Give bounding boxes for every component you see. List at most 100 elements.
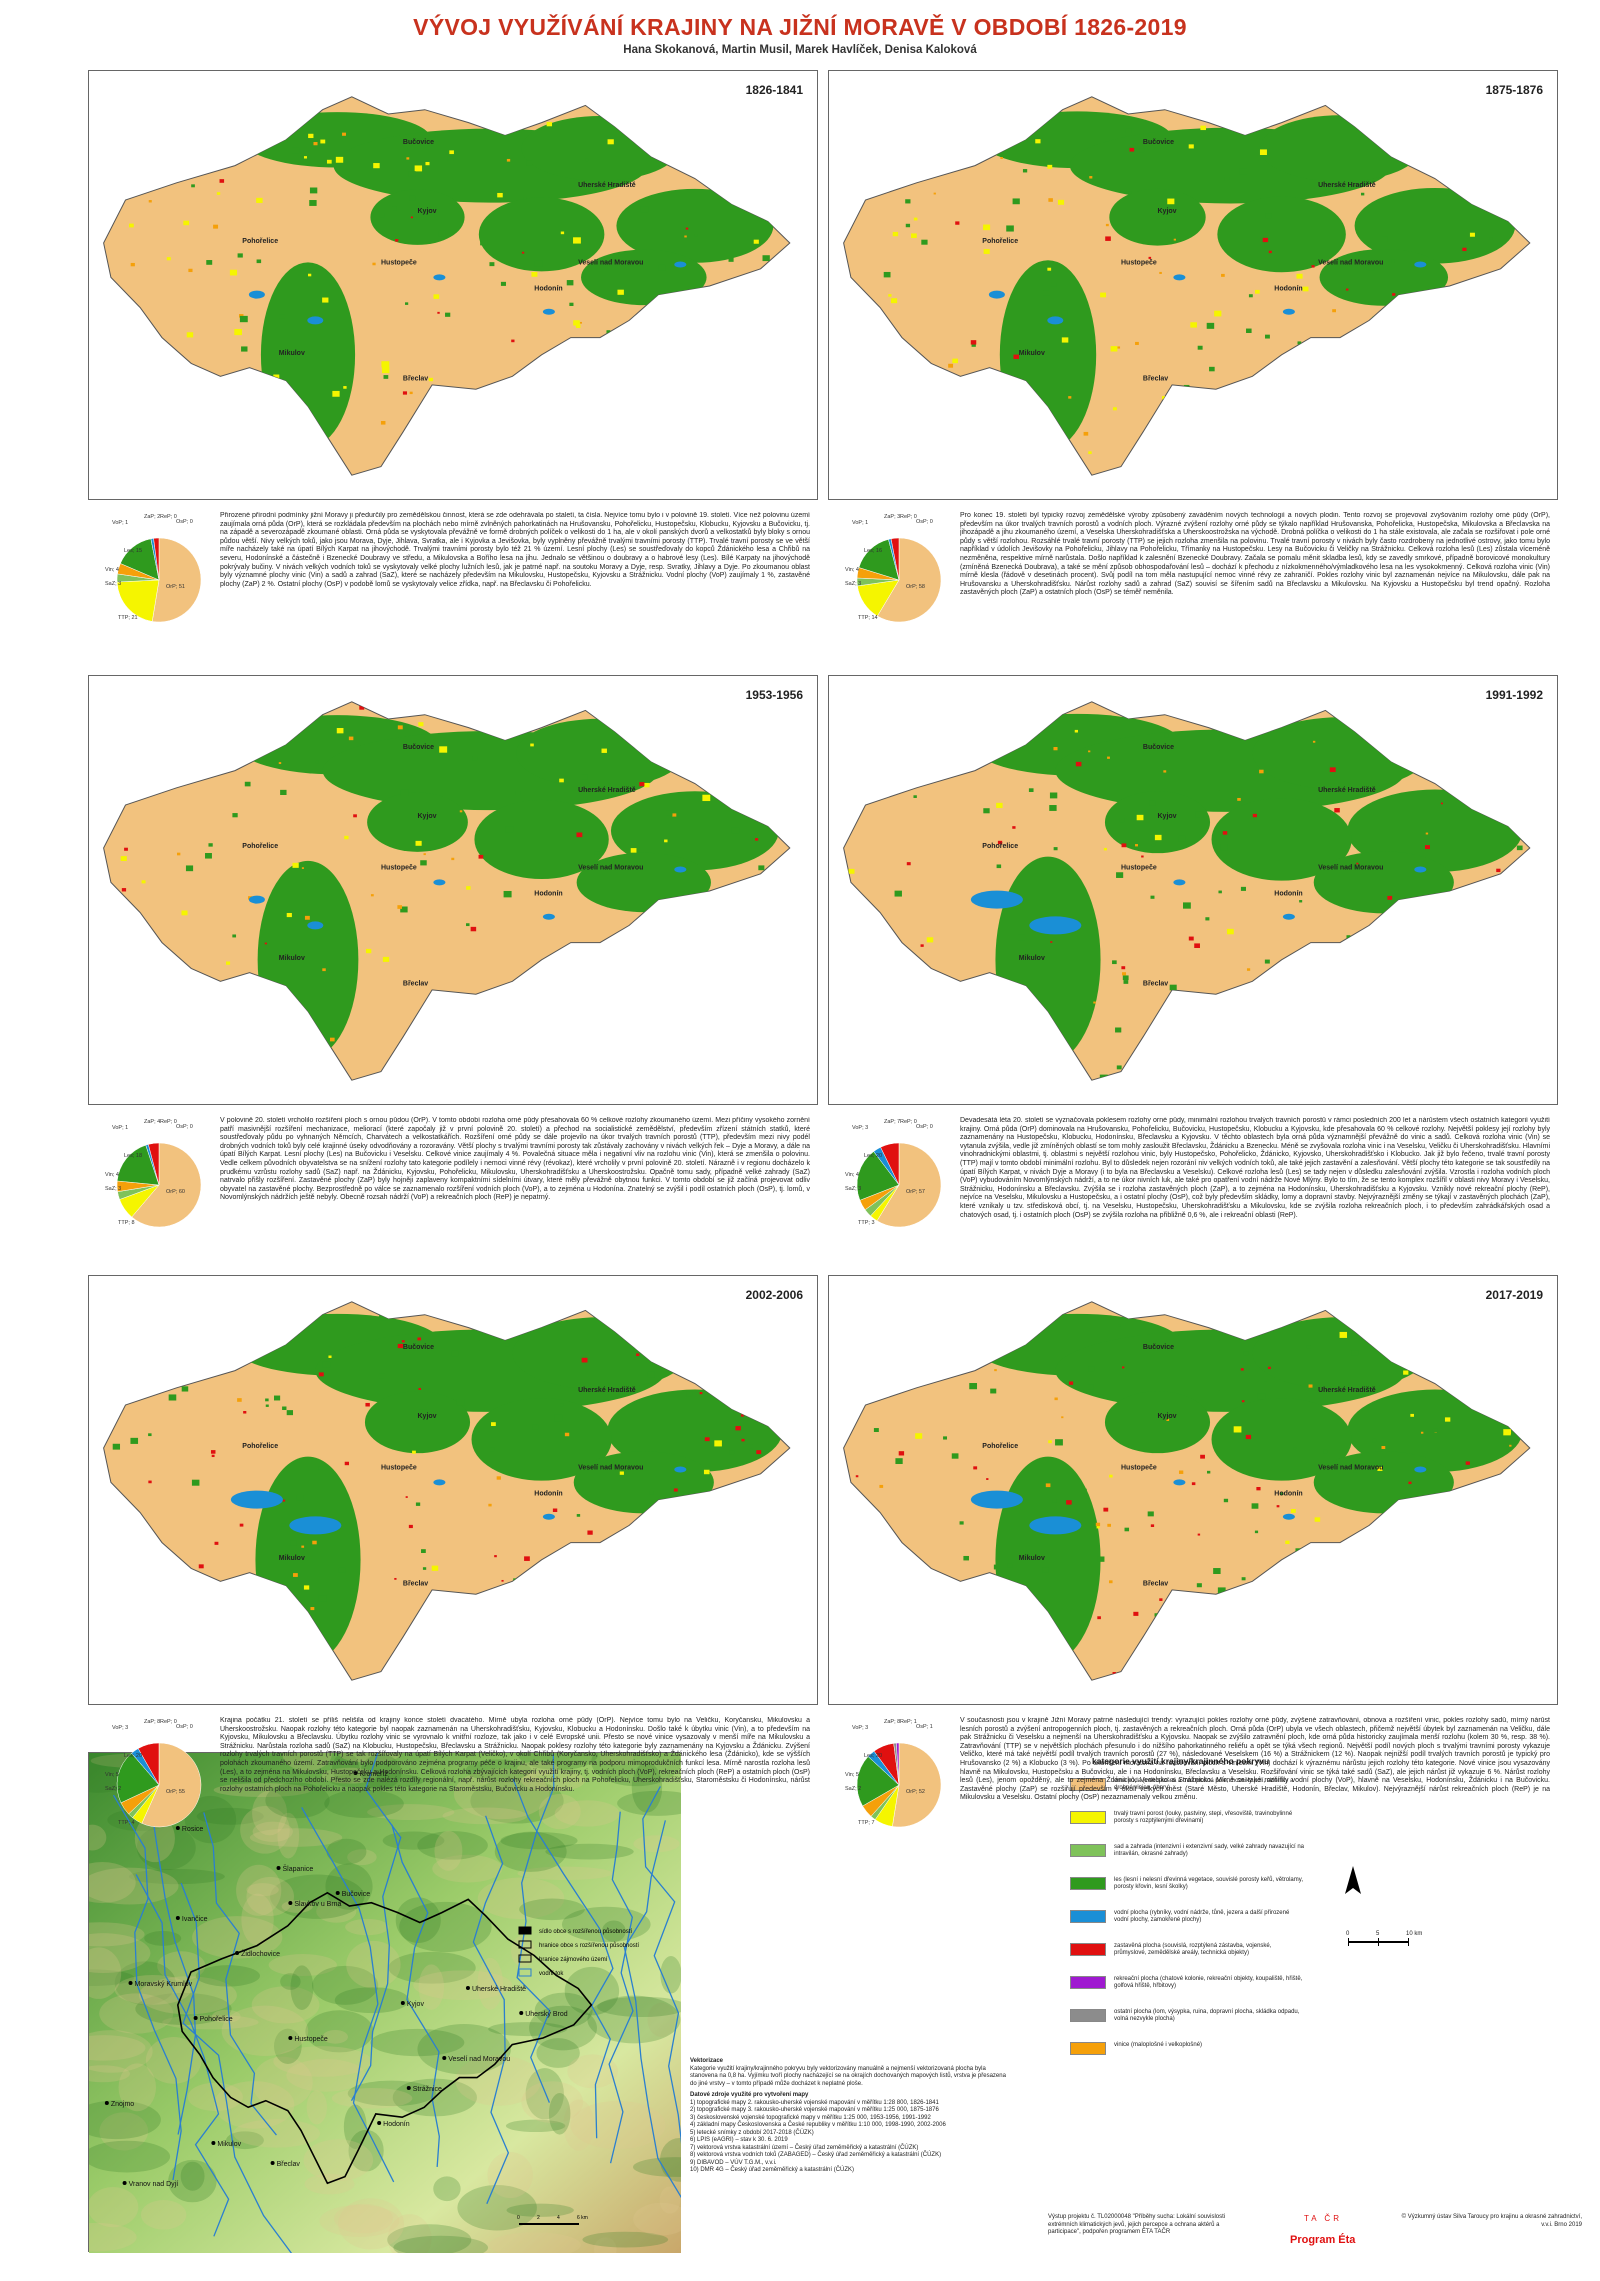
relief-scale-label: 4 <box>557 2215 560 2221</box>
pie-label-zap: ZaP; 8 <box>884 1719 901 1725</box>
land-use-map: Bučovice Pohořelice Kyjov Hustopeče Uherské … <box>843 701 1531 1081</box>
town-label: Pohořelice <box>982 843 1018 850</box>
pie-label-zap: ZaP; 2 <box>144 514 161 520</box>
town-label: Uherské Hradiště <box>1318 787 1376 794</box>
period-label: 1991-1992 <box>1485 688 1543 702</box>
pie-label-rep: ReP; 0 <box>160 1119 177 1125</box>
town-marker <box>442 2056 447 2060</box>
tacr-mark: TA ČR <box>1304 2214 1342 2223</box>
map-title: VÝVOJ VYUŽÍVÁNÍ KRAJINY NA JIŽNÍ MORAVĚ … <box>413 14 1187 40</box>
legend-swatch <box>1070 2042 1106 2055</box>
town-marker <box>193 2016 198 2020</box>
town-marker <box>288 1901 293 1905</box>
period-description: Přirozené přírodní podmínky jižní Moravy… <box>220 512 810 588</box>
pie-slice-les <box>856 1151 900 1201</box>
legend-swatch <box>1070 1910 1106 1923</box>
town-label: Hodonín <box>534 890 562 897</box>
pie-label-orp: OrP; 55 <box>166 1788 185 1795</box>
town-label: Hustopeče <box>381 1465 417 1472</box>
relief-scale-label: 6 km <box>577 2215 588 2221</box>
relief-town-label: Uherské Hradiště <box>472 1986 526 1993</box>
pie-label-osp: OsP; 0 <box>176 1723 193 1730</box>
relief-town-label: Břeclav <box>277 2161 301 2168</box>
pie-slice-zap <box>148 1142 160 1186</box>
town-marker <box>335 1891 340 1895</box>
pie-label-rep: ReP; 0 <box>900 514 917 520</box>
town-label: Bučovice <box>403 744 434 751</box>
map-panel: Bučovice Pohořelice Kyjov Hustopeče Uherské … <box>88 1275 818 1705</box>
pie-label-ttp: TTP; 3 <box>858 1219 875 1226</box>
town-marker <box>128 1981 133 1985</box>
town-marker <box>465 1986 470 1990</box>
sources-heading: Datové zdroje využité pro vytvoření mapy <box>690 2092 809 2098</box>
legend-item-ost: ostatní plocha (lom, výsypka, ruina, dop… <box>1070 2009 1310 2035</box>
town-label: Hustopeče <box>1121 865 1157 872</box>
source-item: 3) československé vojenské topografické … <box>690 2114 931 2121</box>
pie-label-zap: ZaP; 3 <box>884 514 901 520</box>
pie-slice-orp <box>892 1742 942 1828</box>
legend-title: kategorie využití krajiny/krajinného pok… <box>1092 1756 1270 1766</box>
pie-slice-zap <box>137 1742 160 1786</box>
relief-town-label: Hodonín <box>383 2121 410 2128</box>
town-label: Bučovice <box>1143 139 1174 146</box>
period-label: 1826-1841 <box>745 83 803 97</box>
river <box>301 1807 395 2183</box>
pie-label-vop: VoP; 3 <box>852 1125 869 1131</box>
pie-slice-orp <box>131 1142 202 1228</box>
relief-scale-label: 0 <box>517 2215 520 2221</box>
pie-label-orp: OrP; 58 <box>906 583 925 590</box>
pie-label-ttp: TTP; 8 <box>118 1219 135 1226</box>
relief-legend-label: hranice zájmového území <box>539 1957 608 1963</box>
north-arrow-icon <box>1343 1866 1363 1901</box>
period-description: Pro konec 19. století byl typický rozvoj… <box>960 512 1550 597</box>
land-use-pie: OrP; 51 TTP; 21 SaZ; 3 Vin; 4 Les; 15 VoP; 1 Z… <box>104 514 214 644</box>
town-label: Veselí nad Moravou <box>1318 260 1383 267</box>
pie-label-zap: ZaP; 8 <box>144 1719 161 1725</box>
pie-label-les: Les; 20 <box>124 1752 143 1759</box>
relief-legend-label: hranice obce s rozšířenou působností <box>539 1942 639 1949</box>
river <box>180 1882 293 2253</box>
town-label: Veselí nad Moravou <box>578 865 643 872</box>
pie-label-les: Les; 16 <box>864 547 883 554</box>
pie-label-les: Les; 18 <box>124 1152 143 1159</box>
legend-swatch <box>1070 2009 1106 2022</box>
town-label: Uherské Hradiště <box>578 182 636 189</box>
town-label: Pohořelice <box>242 843 278 850</box>
town-marker <box>276 1866 281 1870</box>
legend-item-vin: vinice (maloplošné i velkoplošné) <box>1070 2042 1310 2068</box>
legend-label: ostatní plocha (lom, výsypka, ruina, dop… <box>1114 2009 1300 2022</box>
relief-town-label: Mikulov <box>217 2141 241 2148</box>
town-label: Břeclav <box>1143 981 1168 988</box>
study-area-boundary <box>176 1891 593 2185</box>
pie-slice-les <box>116 1752 160 1804</box>
land-use-map: Bučovice Pohořelice Kyjov Hustopeče Uherské … <box>843 96 1531 476</box>
town-label: Mikulov <box>279 1555 305 1562</box>
pie-label-ttp: TTP; 21 <box>118 614 138 621</box>
town-label: Mikulov <box>1019 350 1045 357</box>
pie-slice-orp <box>151 537 202 623</box>
pie-label-vin: Vin; 5 <box>105 1771 119 1778</box>
town-label: Hodonín <box>1274 285 1302 292</box>
source-item: 10) DMR 4G – Český úřad zeměměřický a ka… <box>690 2167 855 2173</box>
source-item: 9) DIBAVOD – VÚV T.G.M., v.v.i. <box>690 2159 777 2166</box>
source-item: 8) vektorová vrstva vodních toků (ZABAGE… <box>690 2152 942 2158</box>
town-marker <box>270 2161 275 2165</box>
source-item: 2) topografické mapy 3. rakousko-uherské… <box>690 2107 939 2113</box>
land-use-patches <box>120 705 779 1059</box>
map-panel: Bučovice Pohořelice Kyjov Hustopeče Uherské … <box>828 675 1558 1105</box>
notes-body: Kategorie využití krajiny/krajinného pok… <box>690 2065 1006 2087</box>
land-use-map: Bučovice Pohořelice Kyjov Hustopeče Uherské … <box>103 701 791 1081</box>
pie-label-ttp: TTP; 14 <box>858 614 878 621</box>
legend-items: orná půda (velkoplošná a maloplošná pole… <box>1070 1778 1330 2108</box>
pie-slice-les <box>116 1144 160 1186</box>
period-description: V současnosti jsou v krajině Jižní Morav… <box>960 1717 1550 1802</box>
pie-label-vop: VoP; 1 <box>112 1125 129 1131</box>
pie-slice-rep <box>896 1742 900 1786</box>
river <box>516 1753 555 2103</box>
relief-town-label: Veselí nad Moravou <box>448 2056 510 2063</box>
pie-label-orp: OrP; 52 <box>906 1788 925 1795</box>
river <box>472 1815 510 2205</box>
authors: Hana Skokanová, Martin Musil, Marek Havl… <box>623 44 977 56</box>
river <box>608 1811 634 2164</box>
relief-town-label: Hustopeče <box>294 2036 328 2043</box>
